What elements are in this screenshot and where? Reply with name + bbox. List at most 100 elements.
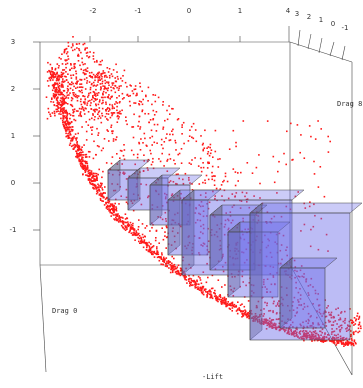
data-point	[180, 192, 182, 195]
data-point	[100, 182, 102, 185]
data-point	[80, 149, 83, 151]
data-point	[287, 318, 289, 320]
data-point	[113, 207, 115, 210]
data-point	[152, 253, 154, 256]
data-point	[252, 318, 255, 320]
data-point	[236, 226, 238, 229]
data-point	[235, 304, 237, 307]
data-point	[125, 120, 127, 122]
data-point	[330, 333, 333, 335]
data-point	[241, 251, 243, 253]
data-point	[115, 206, 117, 208]
data-point	[306, 305, 309, 308]
data-point	[325, 315, 328, 318]
data-point	[65, 52, 68, 55]
data-point	[193, 279, 195, 282]
data-point	[132, 92, 135, 95]
data-point	[292, 332, 294, 334]
data-point	[104, 192, 106, 194]
data-point	[295, 287, 297, 289]
data-point	[341, 338, 344, 341]
data-point	[68, 122, 71, 124]
data-point	[136, 178, 138, 180]
data-point	[302, 330, 304, 333]
data-point	[57, 67, 60, 69]
data-point	[152, 109, 155, 112]
data-point	[177, 269, 179, 272]
data-point	[79, 151, 81, 154]
data-point	[289, 319, 292, 321]
data-point	[166, 201, 168, 204]
data-point	[200, 287, 203, 290]
data-point	[74, 145, 76, 148]
data-point	[191, 252, 194, 255]
data-point	[188, 274, 190, 277]
data-point	[188, 235, 190, 237]
data-point	[277, 325, 280, 328]
data-point	[352, 321, 355, 323]
data-point	[244, 313, 246, 315]
data-point	[87, 178, 90, 180]
data-point	[101, 72, 104, 75]
data-point	[169, 261, 171, 263]
data-point	[200, 282, 203, 285]
data-point	[144, 137, 146, 140]
data-point	[292, 334, 295, 336]
data-point	[342, 343, 344, 345]
data-point	[127, 221, 129, 223]
data-point	[95, 108, 98, 111]
data-point	[250, 284, 253, 286]
data-point	[249, 311, 252, 314]
data-point	[101, 80, 104, 83]
data-point	[80, 89, 83, 92]
data-point	[269, 309, 272, 312]
data-point	[260, 313, 263, 315]
data-point	[332, 316, 335, 319]
data-point	[93, 100, 95, 103]
data-point	[108, 172, 110, 174]
data-point	[114, 84, 116, 87]
data-point	[149, 149, 151, 152]
data-point	[89, 75, 92, 77]
data-point	[100, 192, 102, 195]
data-point	[67, 55, 69, 58]
data-point	[114, 189, 117, 192]
data-point	[225, 212, 227, 214]
data-point	[335, 308, 337, 311]
data-point	[171, 271, 174, 274]
data-point	[171, 262, 173, 265]
data-point	[314, 336, 317, 338]
data-point	[54, 67, 57, 70]
data-point	[239, 304, 242, 306]
data-point	[138, 237, 141, 240]
data-point	[123, 158, 126, 161]
data-point	[228, 307, 231, 310]
data-point	[53, 112, 56, 115]
data-point	[95, 95, 97, 97]
data-point	[192, 137, 195, 140]
data-point	[70, 138, 73, 140]
data-point	[357, 331, 359, 334]
data-point	[74, 66, 76, 69]
data-point	[61, 96, 64, 99]
data-point	[59, 110, 62, 112]
data-point	[145, 242, 148, 244]
data-point	[152, 157, 154, 160]
data-point	[92, 73, 95, 76]
data-point	[72, 93, 75, 96]
data-point	[108, 107, 111, 110]
x-tick-label: 1	[238, 7, 242, 15]
data-point	[350, 337, 353, 340]
data-point	[77, 149, 80, 151]
data-point	[101, 107, 104, 110]
data-point	[266, 120, 269, 122]
data-point	[300, 336, 302, 338]
data-point	[62, 72, 65, 74]
data-point	[213, 292, 216, 294]
data-point	[66, 112, 68, 114]
data-point	[179, 274, 182, 277]
data-point	[50, 73, 52, 75]
data-point	[78, 153, 80, 156]
data-point	[180, 272, 183, 275]
data-point	[99, 60, 102, 63]
